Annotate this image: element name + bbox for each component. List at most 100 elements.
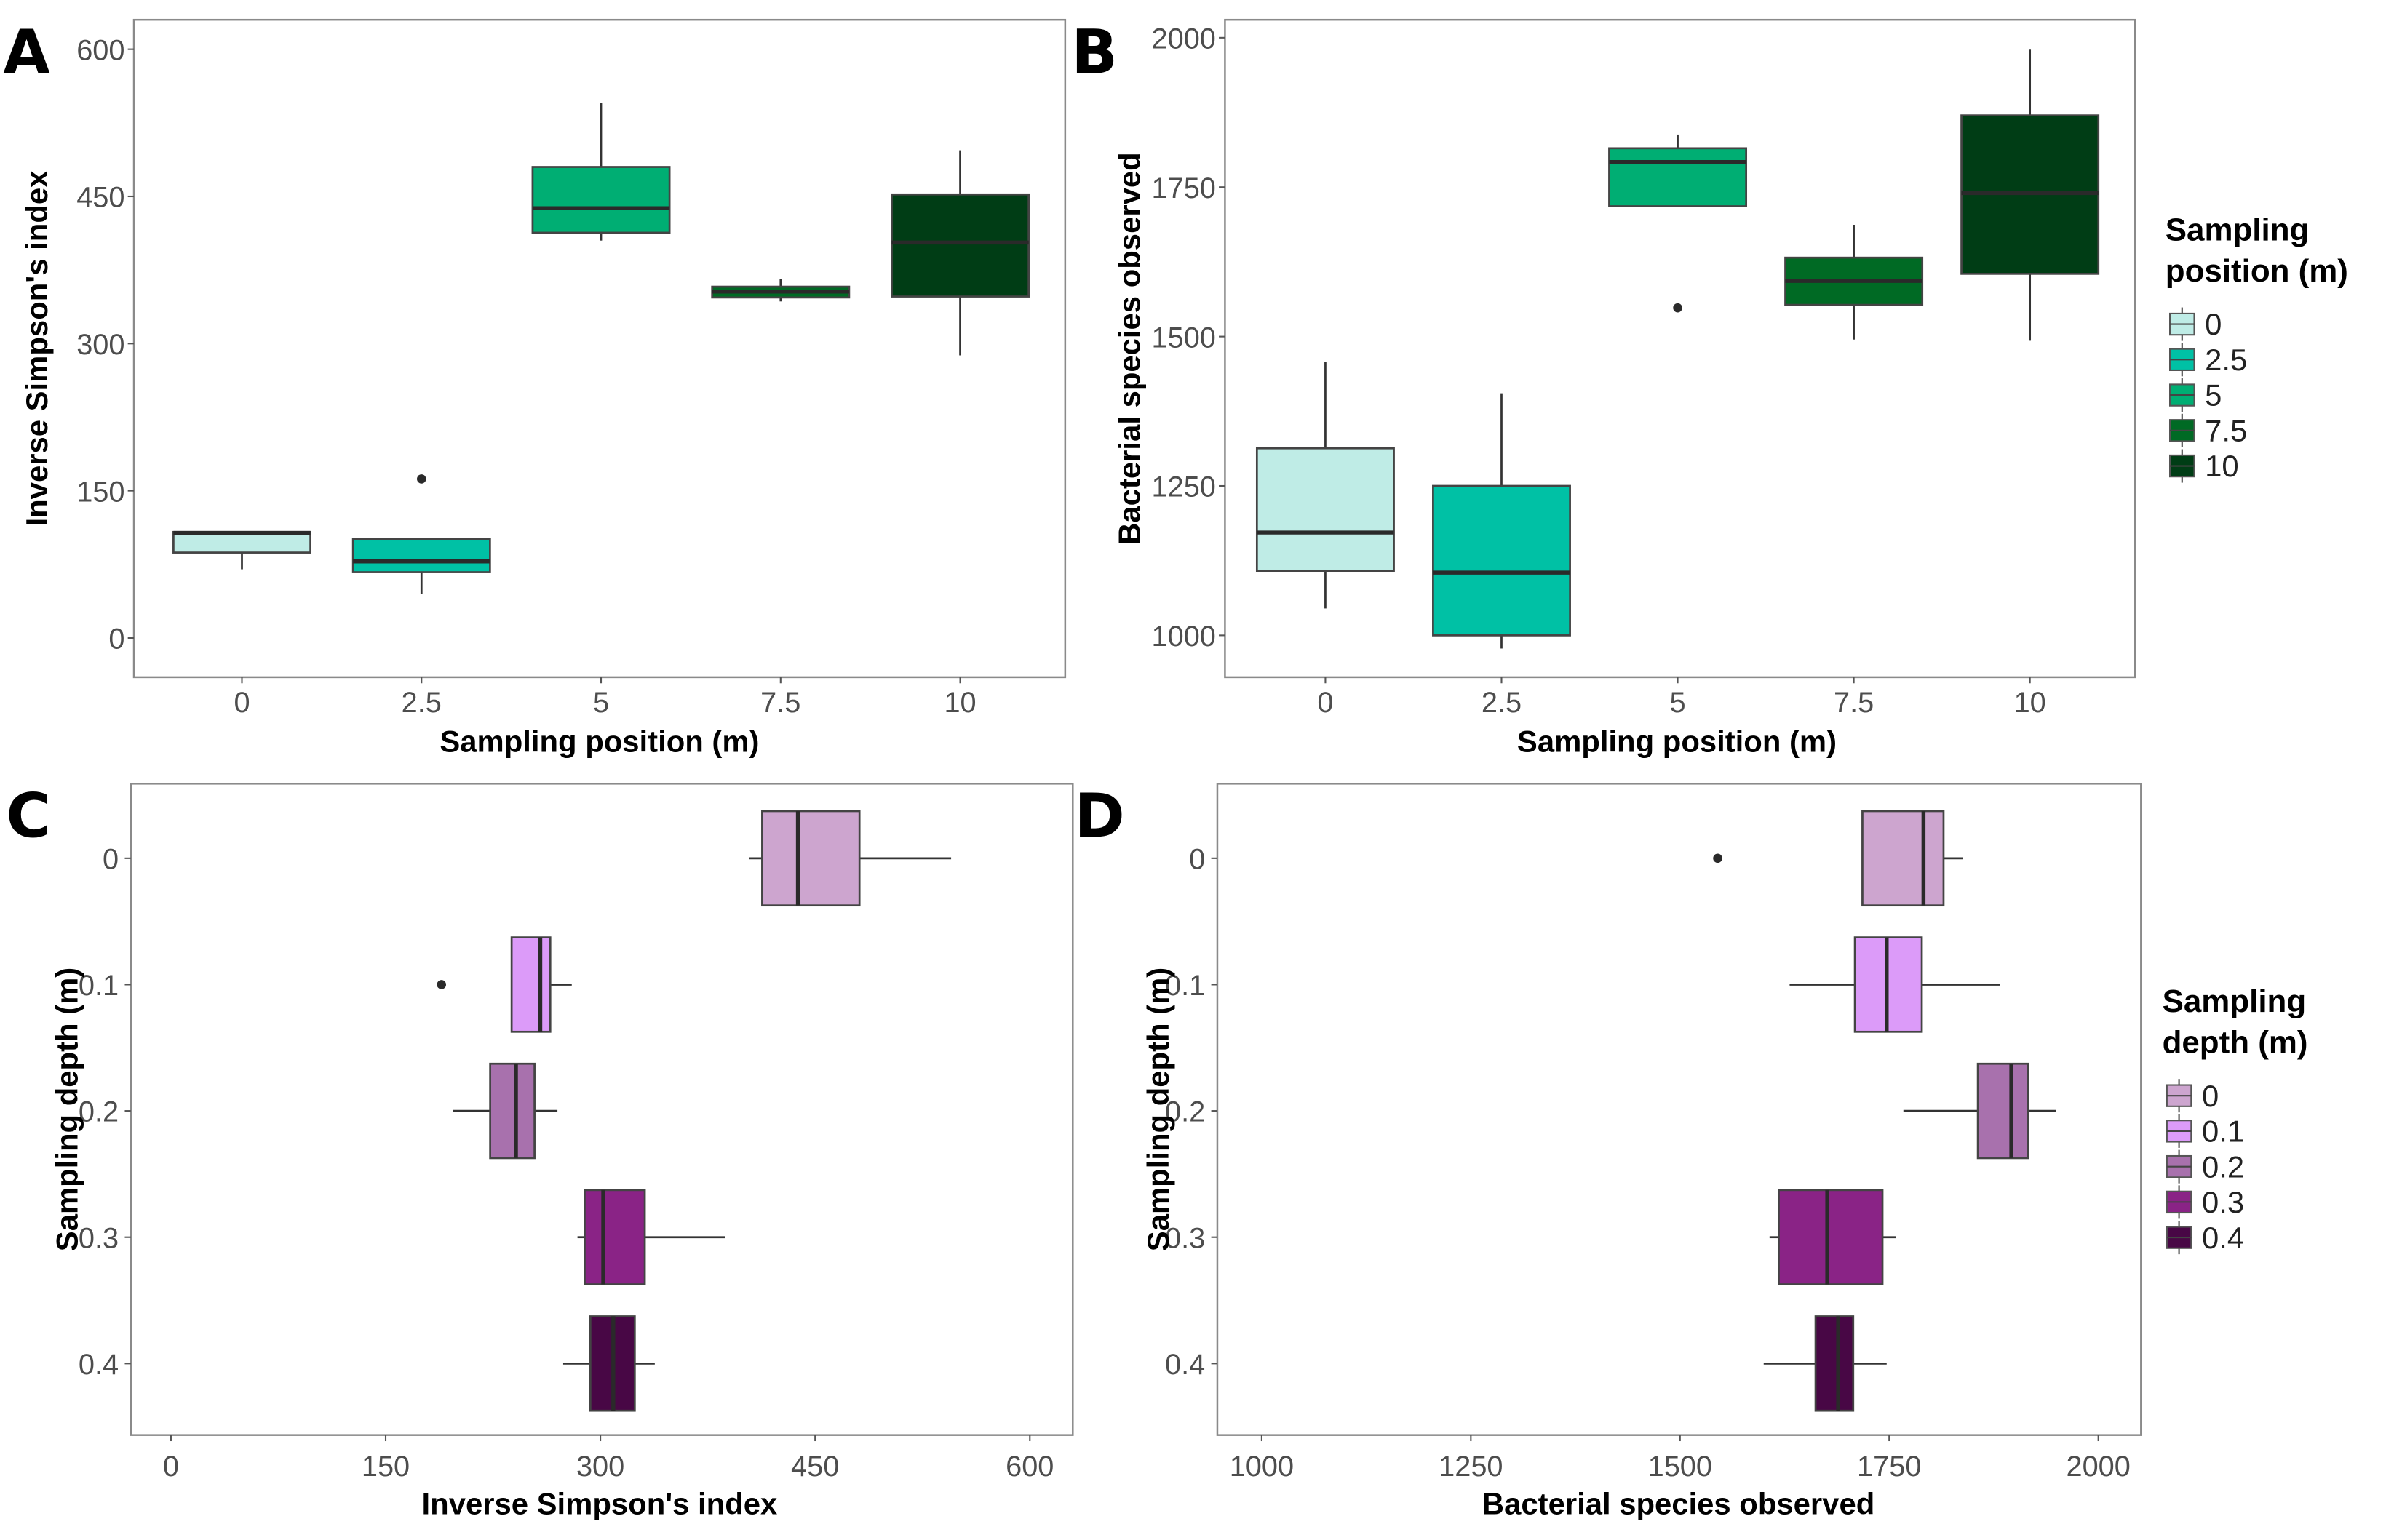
box-0 [1255, 362, 1395, 609]
box-iqr [489, 1062, 536, 1160]
x-tick-label: 2000 [2067, 1451, 2131, 1483]
legend: Sampling position (m) 02.557.510 [2166, 212, 2348, 484]
legend-item: 5 [2169, 378, 2222, 412]
legend-item: 0.3 [2166, 1185, 2244, 1219]
y-axis-title: Inverse Simpson's index [20, 171, 54, 527]
panel-label: C [6, 781, 50, 852]
legend-item-label: 5 [2205, 378, 2222, 412]
x-tick-label: 5 [593, 687, 609, 719]
box-0 [1713, 810, 1963, 907]
y-tick-label: 0.4 [1165, 1349, 1205, 1381]
outlier-point [437, 980, 447, 989]
box-iqr [1255, 447, 1395, 572]
legend-item-label: 0.4 [2202, 1221, 2244, 1255]
y-tick-label: 0.3 [79, 1222, 119, 1254]
panel-label: D [1074, 781, 1124, 852]
box-iqr [172, 530, 311, 554]
box-iqr [891, 193, 1030, 298]
legend-title: Sampling [2163, 984, 2307, 1019]
legend-item: 0.1 [2166, 1114, 2244, 1149]
x-tick-label: 1500 [1648, 1451, 1712, 1483]
box-0.3 [1769, 1189, 1896, 1285]
box-iqr [1778, 1189, 1884, 1285]
y-tick-label: 0 [1189, 843, 1205, 875]
legend-item: 0 [2166, 1079, 2219, 1113]
box-0 [749, 810, 952, 907]
y-tick-label: 1750 [1152, 172, 1216, 204]
legend-item: 0.4 [2166, 1221, 2244, 1255]
y-tick-label: 0.4 [79, 1349, 119, 1381]
legend-item-label: 10 [2205, 449, 2239, 483]
x-tick-label: 1750 [1857, 1451, 1921, 1483]
x-tick-label: 0 [234, 687, 250, 719]
panel-label: A [3, 16, 50, 87]
box-iqr [761, 810, 861, 907]
panel-c: 0 150 300 450 600 0 0.1 0.2 0.3 0.4 Inverse Simpso… [6, 781, 1074, 1520]
x-axis-title: Sampling position (m) [1517, 724, 1837, 758]
box-10 [891, 150, 1030, 356]
y-tick-label: 1000 [1152, 621, 1216, 653]
box-7.5 [1784, 224, 1924, 340]
box-0.1 [1789, 936, 2000, 1033]
x-tick-label: 10 [944, 687, 976, 719]
y-tick-label: 0.1 [1165, 970, 1205, 1002]
y-axis-title: Sampling depth (m) [50, 968, 84, 1251]
x-tick-label: 2.5 [1482, 687, 1522, 719]
legend-item: 10 [2169, 449, 2239, 483]
legend-title: Sampling [2166, 212, 2310, 248]
x-axis-title: Sampling position (m) [440, 724, 759, 758]
legend-item: 0 [2169, 307, 2222, 341]
plot-area [132, 18, 1067, 679]
x-axis-title: Inverse Simpson's index [422, 1486, 778, 1520]
legend-item-label: 0.1 [2202, 1114, 2244, 1149]
box-10 [1960, 49, 2100, 341]
x-tick-label: 0 [1317, 687, 1333, 719]
box-iqr [584, 1189, 646, 1285]
box-iqr [1861, 810, 1945, 907]
y-tick-label: 0.3 [1165, 1222, 1205, 1254]
x-tick-label: 150 [362, 1451, 410, 1483]
y-tick-label: 600 [76, 34, 124, 66]
legend-item-label: 2.5 [2205, 343, 2247, 377]
y-axis-title: Sampling depth (m) [1141, 968, 1175, 1251]
box-2.5 [351, 474, 491, 594]
outlier-point [1673, 303, 1682, 313]
x-tick-label: 10 [2014, 687, 2046, 719]
y-tick-label: 0.1 [79, 970, 119, 1002]
box-iqr [510, 936, 552, 1033]
box-0.3 [577, 1189, 725, 1285]
y-tick-label: 0 [103, 843, 119, 875]
box-7.5 [711, 279, 851, 302]
box-0.4 [1763, 1315, 1887, 1412]
legend-title: position (m) [2166, 253, 2348, 289]
legend-item-label: 0.3 [2202, 1185, 2244, 1219]
legend-item: 7.5 [2169, 413, 2247, 447]
legend-item-label: 0 [2202, 1079, 2219, 1113]
y-tick-label: 1250 [1152, 471, 1216, 503]
legend-item-label: 0 [2205, 307, 2222, 341]
x-tick-label: 450 [791, 1451, 839, 1483]
legend-item: 2.5 [2169, 343, 2247, 377]
box-5 [531, 103, 671, 241]
y-tick-label: 150 [76, 476, 124, 508]
panel-a: 0 150 300 450 600 0 2.5 5 7.5 10 Sampling position… [3, 16, 1067, 758]
y-tick-label: 2000 [1152, 23, 1216, 55]
box-iqr [531, 166, 671, 234]
y-tick-label: 300 [76, 329, 124, 361]
y-tick-label: 0 [108, 623, 124, 655]
box-5 [1608, 134, 1748, 313]
y-tick-label: 0.2 [1165, 1096, 1205, 1128]
y-tick-label: 1500 [1152, 322, 1216, 354]
y-tick-label: 450 [76, 182, 124, 214]
box-0.4 [562, 1315, 655, 1412]
box-iqr [1432, 484, 1571, 637]
x-tick-label: 300 [576, 1451, 624, 1483]
panel-d: 1000 1250 1500 1750 200000.10.20.30.4Bacteri… [1074, 781, 2307, 1521]
box-0 [172, 530, 311, 570]
outlier-point [1713, 853, 1722, 863]
panel-label: B [1071, 16, 1118, 87]
x-tick-label: 5 [1670, 687, 1686, 719]
box-iqr [1608, 147, 1748, 207]
